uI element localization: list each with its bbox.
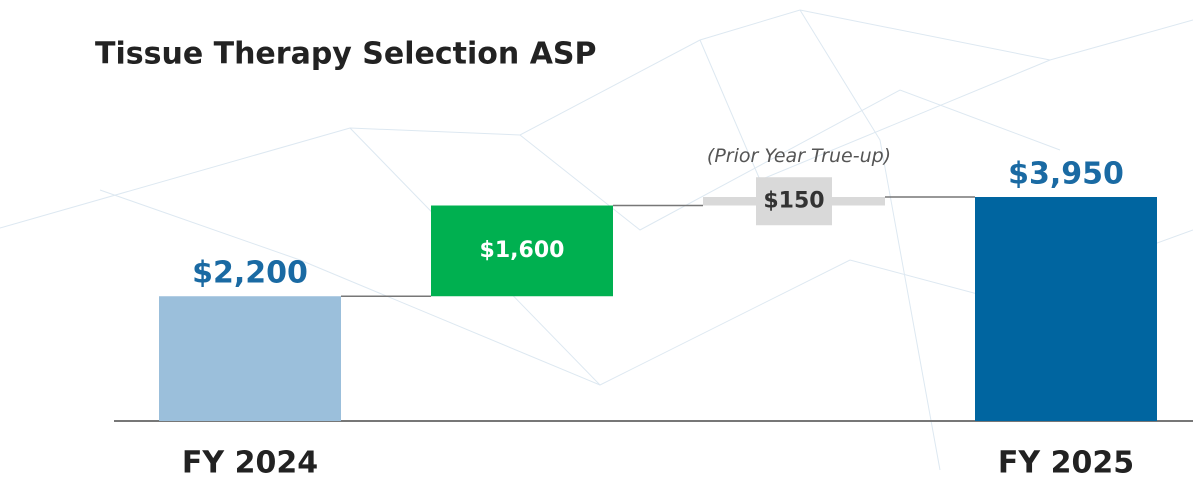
- bar: [159, 296, 341, 421]
- value-label: $3,950: [1008, 157, 1124, 192]
- x-tick-label: FY 2024: [182, 446, 318, 480]
- chart-title: Tissue Therapy Selection ASP: [95, 37, 597, 72]
- value-label: $150: [763, 188, 824, 213]
- value-label-box: [756, 177, 832, 226]
- value-label: $1,600: [480, 238, 565, 263]
- annotation: (Prior Year True-up): [707, 145, 891, 167]
- bar: [975, 197, 1157, 421]
- value-label: $2,200: [192, 256, 308, 291]
- x-tick-label: FY 2025: [998, 446, 1134, 480]
- bar: [431, 205, 613, 297]
